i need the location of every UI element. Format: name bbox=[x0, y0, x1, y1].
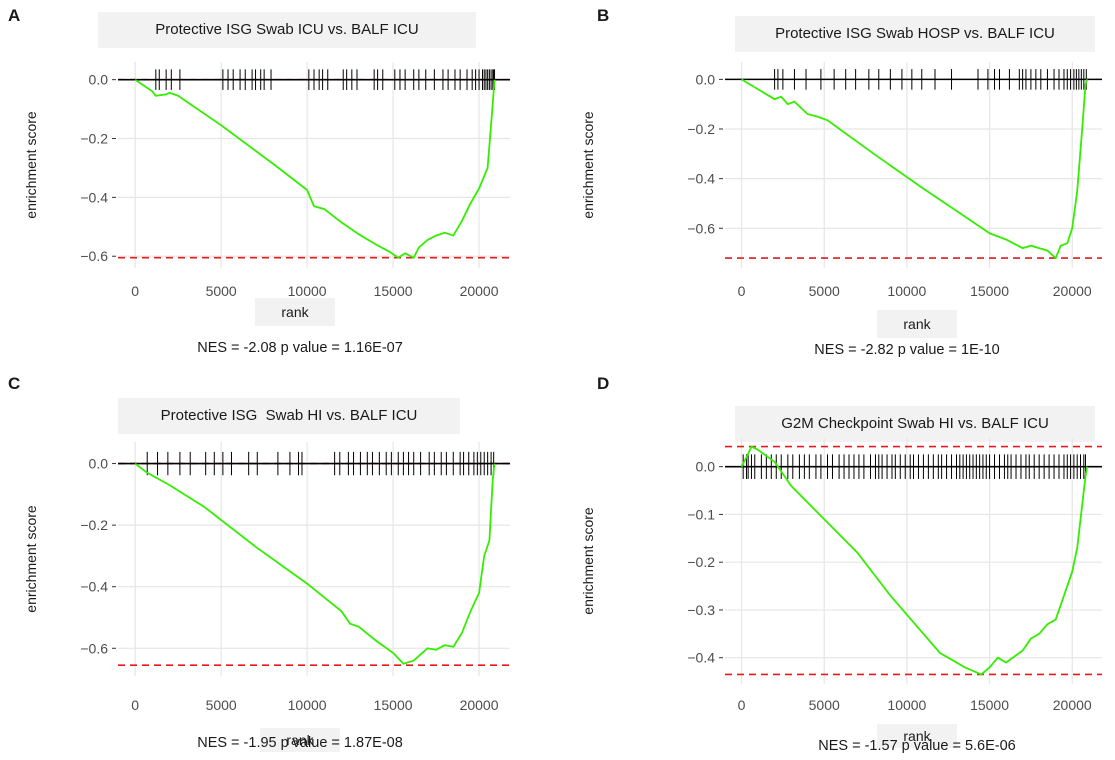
stat-prefix: NES = -1.57 p value = bbox=[818, 738, 965, 754]
x-tick-label: 20000 bbox=[1053, 283, 1092, 299]
panel-letter: B bbox=[597, 6, 610, 25]
enrichment-curve bbox=[741, 78, 1088, 260]
hit-ticks bbox=[742, 454, 1086, 479]
enrichment-plot: 0.0 −0.2 −0.4 −0.6 0 5000 10000 15000 20000 enric… bbox=[23, 62, 510, 299]
x-tick-label: 15000 bbox=[970, 697, 1009, 713]
y-tick-label: −0.2 bbox=[80, 517, 108, 533]
y-tick-label: 0.0 bbox=[89, 456, 109, 472]
stat-prefix: NES = -2.82 p value = bbox=[814, 342, 961, 358]
x-axis-label: rank bbox=[877, 310, 957, 338]
hit-ticks bbox=[146, 451, 495, 476]
y-axis-label: enrichment score bbox=[580, 111, 596, 219]
panel-b: B Protective ISG Swab HOSP vs. BALF ICU … bbox=[557, 0, 1114, 380]
p-value: 1.87E-08 bbox=[343, 735, 403, 751]
y-tick-label: −0.4 bbox=[687, 650, 715, 666]
p-value: 5.6E-06 bbox=[964, 738, 1016, 754]
x-tick-label: 10000 bbox=[887, 283, 926, 299]
stat-line-c: NES = -1.95 p value = 1.87E-08 bbox=[140, 735, 460, 751]
gridlines bbox=[725, 62, 1102, 268]
x-tick-label: 5000 bbox=[206, 697, 237, 713]
x-tick-label: 20000 bbox=[460, 283, 499, 299]
x-tick-label: 0 bbox=[738, 697, 746, 713]
panel-c: C Protective ISG Swab HI vs. BALF ICU 0.… bbox=[0, 374, 557, 760]
x-tick-label: 5000 bbox=[206, 283, 237, 299]
y-tick-label: −0.1 bbox=[687, 506, 715, 522]
x-tick-label: 15000 bbox=[970, 283, 1009, 299]
hit-ticks bbox=[774, 69, 1087, 90]
y-axis-label: enrichment score bbox=[23, 111, 39, 219]
y-tick-label: −0.3 bbox=[687, 602, 715, 618]
y-axis-label: enrichment score bbox=[580, 507, 596, 615]
chart-title: Protective ISG Swab HOSP vs. BALF ICU bbox=[735, 16, 1095, 52]
x-tick-label: 10000 bbox=[288, 697, 327, 713]
x-tick-label: 0 bbox=[738, 283, 746, 299]
y-tick-label: −0.2 bbox=[687, 554, 715, 570]
y-tick-label: −0.4 bbox=[687, 171, 715, 187]
stat-prefix: NES = -2.08 p value = bbox=[197, 340, 344, 356]
hit-ticks bbox=[155, 69, 496, 90]
gridlines bbox=[118, 442, 510, 676]
x-axis-label: rank bbox=[260, 728, 340, 752]
panel-letter: D bbox=[597, 374, 610, 393]
enrichment-plot: 0.0 −0.2 −0.4 −0.6 0 5000 10000 15000 20000 enric… bbox=[23, 442, 510, 713]
gridlines bbox=[725, 438, 1102, 684]
panel-a: A Protective ISG Swab ICU vs. BALF ICU 0… bbox=[0, 0, 557, 380]
x-tick-label: 5000 bbox=[809, 697, 840, 713]
y-tick-label: 0.0 bbox=[89, 72, 109, 88]
y-tick-label: 0.0 bbox=[696, 459, 716, 475]
stat-line-d: NES = -1.57 p value = 5.6E-06 bbox=[757, 738, 1077, 754]
y-tick-label: −0.2 bbox=[80, 131, 108, 147]
panel-letter: A bbox=[8, 6, 21, 25]
gridlines bbox=[118, 62, 510, 268]
panel-letter: C bbox=[8, 374, 21, 393]
x-tick-label: 10000 bbox=[288, 283, 327, 299]
chart-title: G2M Checkpoint Swab HI vs. BALF ICU bbox=[735, 406, 1095, 442]
p-value: 1E-10 bbox=[961, 342, 1000, 358]
enrichment-plot: 0.0 −0.1 −0.2 −0.3 −0.4 0 5000 10000 15000 20000 e… bbox=[580, 438, 1102, 713]
x-tick-label: 0 bbox=[131, 283, 139, 299]
y-tick-label: −0.4 bbox=[80, 579, 108, 595]
x-tick-label: 0 bbox=[131, 697, 139, 713]
x-axis-label: rank bbox=[255, 298, 335, 326]
panel-d: D G2M Checkpoint Swab HI vs. BALF ICU 0.… bbox=[557, 374, 1114, 760]
x-tick-label: 20000 bbox=[1053, 697, 1092, 713]
y-tick-label: −0.6 bbox=[687, 220, 715, 236]
chart-title: Protective ISG Swab HI vs. BALF ICU bbox=[118, 398, 460, 434]
x-tick-label: 20000 bbox=[460, 697, 499, 713]
y-tick-label: −0.2 bbox=[687, 121, 715, 137]
y-tick-label: −0.6 bbox=[80, 248, 108, 264]
enrichment-curve bbox=[134, 462, 496, 665]
x-tick-label: 10000 bbox=[887, 697, 926, 713]
enrichment-curve bbox=[740, 445, 1088, 676]
y-tick-label: −0.4 bbox=[80, 189, 108, 205]
y-axis-label: enrichment score bbox=[23, 505, 39, 613]
stat-line: NES = -2.82 p value = 1E-10 bbox=[757, 342, 1057, 358]
p-value: 1.16E-07 bbox=[343, 340, 403, 356]
stat-line: NES = -2.08 p value = 1.16E-07 bbox=[140, 340, 460, 356]
x-tick-label: 5000 bbox=[809, 283, 840, 299]
x-axis-label: rank bbox=[877, 724, 957, 748]
x-tick-label: 15000 bbox=[374, 283, 413, 299]
enrichment-curve bbox=[134, 78, 496, 259]
y-tick-label: 0.0 bbox=[696, 71, 716, 87]
chart-title: Protective ISG Swab ICU vs. BALF ICU bbox=[98, 12, 476, 48]
y-tick-label: −0.6 bbox=[80, 640, 108, 656]
x-tick-label: 15000 bbox=[374, 697, 413, 713]
enrichment-plot: 0.0 −0.2 −0.4 −0.6 0 5000 10000 15000 20000 enric… bbox=[580, 62, 1102, 299]
stat-prefix: NES = -1.95 p value = bbox=[197, 735, 344, 751]
